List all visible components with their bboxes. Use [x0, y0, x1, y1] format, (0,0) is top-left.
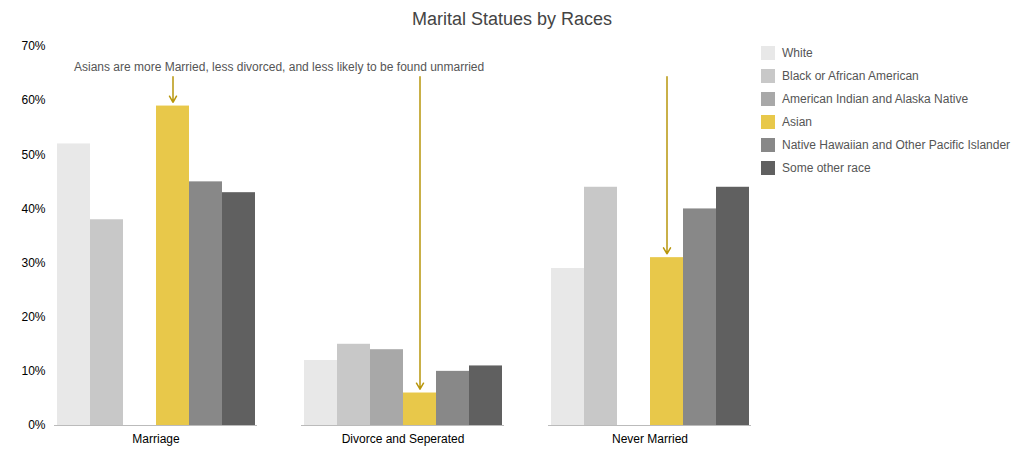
html-text:White: White [782, 46, 813, 60]
html-text:Native Hawaiian and Other Paci: Native Hawaiian and Other Pacific Island… [782, 138, 1011, 152]
svg-text:40%: 40% [21, 202, 45, 216]
svg-text:Asians are more Married, less: Asians are more Married, less divorced, … [74, 60, 484, 74]
svg-text:0%: 0% [28, 418, 46, 432]
svg-text:Never Married: Never Married [612, 432, 688, 446]
svg-text:50%: 50% [21, 148, 45, 162]
svg-text:30%: 30% [21, 256, 45, 270]
svg-text:20%: 20% [21, 310, 45, 324]
html-text:Marital Statues by Races: Marital Statues by Races [412, 9, 612, 29]
svg-text:Marriage: Marriage [132, 432, 180, 446]
svg-text:60%: 60% [21, 93, 45, 107]
html-text:Black or African American: Black or African American [782, 69, 919, 83]
svg-text:70%: 70% [21, 39, 45, 53]
svg-text:10%: 10% [21, 364, 45, 378]
html-text:American Indian and Alaska Nat: American Indian and Alaska Native [782, 92, 969, 106]
html-text:Asian: Asian [782, 115, 812, 129]
html-text:Some other race: Some other race [782, 161, 871, 175]
svg-text:Divorce and Seperated: Divorce and Seperated [342, 432, 465, 446]
